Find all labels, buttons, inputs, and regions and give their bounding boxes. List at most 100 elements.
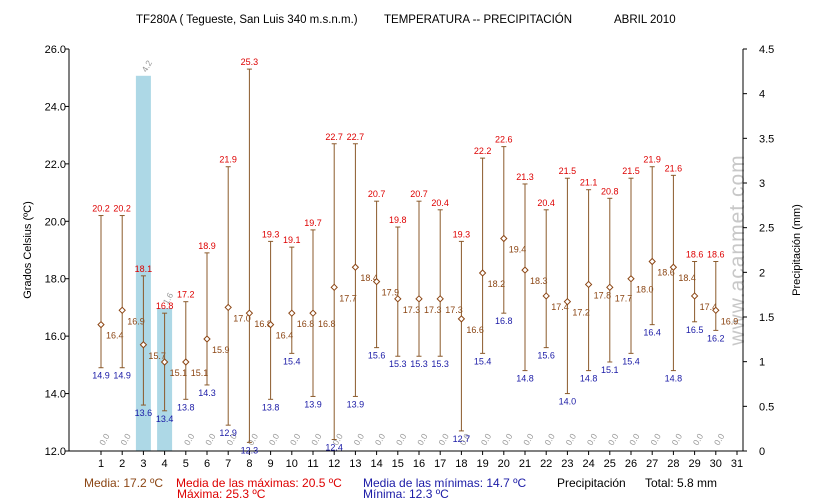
y-tick-label: 20.0 [45, 216, 66, 228]
mean-label-day-19: 18.2 [488, 279, 506, 289]
x-tick-label: 5 [183, 458, 189, 470]
y-tick-label: 22.0 [45, 159, 66, 171]
x-tick-label: 16 [413, 458, 425, 470]
x-tick-label: 14 [370, 458, 382, 470]
min-label-day-1: 14.9 [92, 371, 110, 381]
x-tick-label: 23 [561, 458, 573, 470]
y2-tick-label: 4.5 [759, 44, 774, 56]
max-label-day-17: 20.4 [431, 198, 449, 208]
precip-label-day-14: 0.0 [373, 432, 388, 447]
mean-label-day-30: 16.9 [721, 316, 739, 326]
x-tick-label: 19 [476, 458, 488, 470]
precip-label-day-16: 0.0 [415, 432, 430, 447]
mean-marker-day-11 [309, 309, 317, 317]
precip-label-day-23: 0.0 [563, 432, 578, 447]
precip-label-day-25: 0.0 [606, 432, 621, 447]
min-label-day-17: 15.3 [431, 359, 449, 369]
mean-marker-day-14 [372, 277, 381, 286]
y-tick-label: 16.0 [45, 331, 66, 343]
mean-marker-day-30 [712, 306, 720, 315]
max-label-day-27: 21.9 [643, 155, 661, 165]
max-label-day-6: 18.9 [198, 241, 216, 251]
x-tick-label: 7 [225, 458, 231, 470]
min-label-day-27: 16.4 [643, 328, 661, 338]
y2-tick-label: 2.5 [759, 223, 774, 235]
y-tick-label: 18.0 [45, 274, 66, 286]
x-tick-label: 2 [119, 458, 125, 470]
min-label-day-7: 12.9 [219, 428, 237, 438]
mean-label-day-12: 17.7 [339, 293, 357, 303]
max-label-day-23: 21.5 [559, 166, 577, 176]
mean-label-day-25: 17.7 [615, 293, 633, 303]
footer-media: Media: 17.2 ºC [84, 476, 163, 490]
max-label-day-22: 20.4 [537, 198, 555, 208]
x-tick-label: 30 [710, 458, 722, 470]
mean-label-day-1: 16.4 [106, 331, 124, 341]
min-label-day-26: 15.4 [622, 356, 640, 366]
mean-label-day-9: 16.4 [276, 331, 294, 341]
chart-axes: 12.014.016.018.020.022.024.026.000.511.5… [45, 44, 775, 470]
mean-marker-day-17 [436, 295, 444, 303]
y2-tick-label: 0.5 [759, 401, 774, 413]
min-label-day-8: 12.3 [241, 445, 259, 455]
mean-marker-day-21 [521, 266, 529, 274]
min-label-day-24: 14.8 [580, 374, 598, 384]
max-label-day-1: 20.2 [92, 204, 110, 214]
y2-tick-label: 4 [759, 89, 765, 101]
precip-label-day-9: 0.0 [267, 432, 282, 447]
mean-marker-day-5 [182, 358, 190, 366]
min-label-day-25: 15.1 [601, 365, 619, 375]
chart-title-period: ABRIL 2010 [614, 14, 676, 26]
precip-label-day-3: 4.2 [139, 58, 154, 73]
chart-title-station: TF280A ( Tegueste, San Luis 340 m.s.n.m.… [136, 14, 358, 26]
max-label-day-14: 20.7 [368, 189, 386, 199]
chart-title-variables: TEMPERATURA -- PRECIPITACIÓN [384, 13, 572, 26]
x-tick-label: 13 [349, 458, 361, 470]
mean-label-day-27: 18.6 [657, 267, 675, 277]
footer-precip-total: Total: 5.8 mm [645, 476, 717, 490]
min-label-day-12: 12.4 [325, 443, 343, 453]
max-label-day-15: 19.8 [389, 215, 407, 225]
min-label-day-16: 15.3 [410, 359, 428, 369]
mean-label-day-17: 17.3 [445, 305, 463, 315]
mean-label-day-5: 15.1 [191, 368, 209, 378]
x-tick-label: 4 [162, 458, 168, 470]
mean-marker-day-13 [351, 263, 360, 271]
mean-label-day-2: 16.9 [127, 316, 145, 326]
x-tick-label: 10 [286, 458, 298, 470]
precip-label-day-6: 0.0 [203, 432, 218, 447]
min-label-day-3: 13.6 [135, 408, 153, 418]
min-label-day-15: 15.3 [389, 359, 407, 369]
max-label-day-20: 22.6 [495, 135, 513, 145]
x-tick-label: 31 [731, 458, 743, 470]
x-tick-label: 18 [455, 458, 467, 470]
max-label-day-19: 22.2 [474, 146, 492, 156]
mean-label-day-16: 17.3 [424, 305, 442, 315]
max-label-day-8: 25.3 [241, 57, 259, 67]
max-label-day-16: 20.7 [410, 189, 428, 199]
y2-tick-label: 0 [759, 446, 765, 458]
y-axis-title: Grados Celsius (ºC) [22, 201, 34, 299]
mean-marker-day-28 [669, 263, 678, 271]
precip-bar-day-3 [135, 75, 151, 452]
min-label-day-30: 16.2 [707, 333, 725, 343]
max-label-day-10: 19.1 [283, 235, 301, 245]
y2-tick-label: 3.5 [759, 133, 774, 145]
mean-label-day-6: 15.9 [212, 345, 230, 355]
mean-label-day-24: 17.8 [594, 290, 612, 300]
precip-label-day-1: 0.0 [97, 432, 112, 447]
precip-label-day-27: 0.0 [648, 432, 663, 447]
min-label-day-4: 13.4 [156, 414, 174, 424]
mean-marker-day-4 [160, 358, 169, 366]
x-tick-label: 24 [582, 458, 594, 470]
precip-label-day-26: 0.0 [627, 432, 642, 447]
min-label-day-10: 15.4 [283, 356, 301, 366]
y-tick-label: 12.0 [45, 446, 66, 458]
min-label-day-11: 13.9 [304, 399, 322, 409]
x-tick-label: 20 [498, 458, 510, 470]
temperature-series: 20.2 14.9 16.4 20.2 14.9 16.9 18.1 13.6 15.7 16.8… [92, 57, 738, 455]
mean-label-day-20: 19.4 [509, 245, 527, 255]
max-label-day-30: 18.6 [707, 249, 725, 259]
y-tick-label: 24.0 [45, 101, 66, 113]
